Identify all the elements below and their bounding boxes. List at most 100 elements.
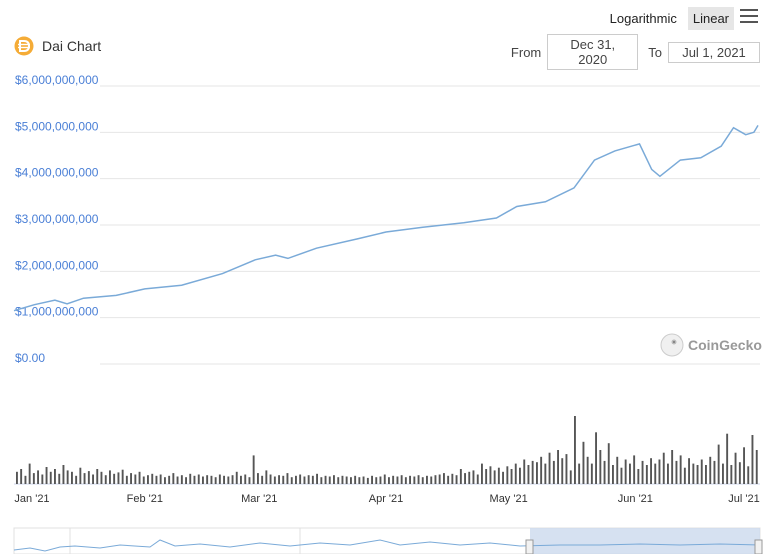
- volume-bar: [447, 475, 450, 484]
- volume-bar: [307, 475, 310, 484]
- volume-bar: [717, 444, 720, 484]
- volume-bar: [227, 476, 230, 484]
- volume-bar: [629, 463, 631, 484]
- volume-bar: [240, 475, 242, 484]
- volume-bar: [58, 473, 61, 484]
- y-axis-labels: $0.00 $1,000,000,000 $2,000,000,000 $3,000,…: [15, 73, 99, 365]
- volume-bar: [379, 476, 382, 484]
- volume-bar: [383, 474, 386, 484]
- volume-bar: [121, 469, 124, 484]
- volume-bar: [561, 458, 564, 484]
- dai-icon: [14, 36, 34, 56]
- volume-bar: [413, 476, 416, 484]
- volume-bar: [244, 474, 247, 484]
- coingecko-text: CoinGecko: [688, 337, 762, 353]
- volume-bar: [113, 473, 116, 484]
- volume-bar: [218, 474, 221, 484]
- volume-bar: [396, 476, 399, 484]
- volume-bar: [722, 463, 724, 484]
- volume-bar: [155, 475, 158, 484]
- volume-bar: [455, 475, 458, 484]
- volume-bar: [675, 460, 678, 484]
- volume-bar: [430, 476, 433, 484]
- volume-bar: [87, 471, 90, 484]
- volume-bar: [75, 475, 78, 484]
- volume-bar: [41, 474, 44, 484]
- y-tick-label: $4,000,000,000: [15, 166, 99, 180]
- volume-bar: [337, 477, 340, 484]
- hamburger-menu-icon[interactable]: [740, 9, 758, 25]
- volume-bar: [257, 473, 259, 484]
- navigator-selection[interactable]: [530, 528, 760, 554]
- volume-bar: [206, 475, 209, 484]
- volume-bar: [578, 463, 581, 484]
- volume-bar: [185, 477, 187, 484]
- navigator-left-handle[interactable]: [525, 539, 534, 554]
- volume-bar: [252, 455, 255, 484]
- to-date-input[interactable]: Jul 1, 2021: [668, 41, 760, 63]
- volume-bar: [269, 474, 272, 484]
- volume-bar: [586, 456, 589, 484]
- x-axis-labels: Jan '21 Feb '21 Mar '21 Apr '21 May '21 Jun '…: [14, 493, 759, 505]
- volume-bar: [278, 475, 280, 484]
- volume-bar: [464, 473, 466, 484]
- market-cap-line: [13, 125, 759, 312]
- y-tick-label: $1,000,000,000: [15, 305, 99, 319]
- volume-bar: [671, 450, 674, 484]
- volume-bar: [311, 475, 314, 484]
- volume-bar: [590, 463, 593, 484]
- volume-bar: [261, 475, 264, 484]
- volume-bar: [514, 463, 517, 484]
- volume-bar: [730, 465, 733, 484]
- volume-bar: [531, 460, 534, 484]
- volume-bar: [679, 455, 682, 484]
- chart-title: Dai Chart: [42, 38, 102, 54]
- volume-bar: [409, 475, 411, 484]
- volume-bar: [557, 450, 559, 484]
- logarithmic-button[interactable]: Logarithmic: [609, 11, 677, 26]
- volume-bar: [362, 476, 365, 484]
- chart-header: Dai Chart: [14, 36, 101, 56]
- volume-bars: [16, 416, 758, 484]
- volume-bar: [231, 475, 234, 484]
- y-tick-label: $3,000,000,000: [15, 212, 99, 226]
- volume-bar: [138, 471, 141, 484]
- volume-bar: [32, 473, 35, 484]
- volume-bar: [472, 470, 475, 484]
- volume-bar: [125, 475, 128, 484]
- x-tick-label: Apr '21: [369, 493, 404, 505]
- volume-bar: [28, 463, 31, 484]
- volume-bar: [417, 475, 420, 484]
- volume-bar: [569, 470, 572, 484]
- navigator-right-handle[interactable]: [754, 539, 763, 554]
- volume-bar: [743, 447, 745, 484]
- y-tick-label: $5,000,000,000: [15, 119, 99, 133]
- volume-bar: [654, 463, 657, 484]
- volume-bar: [151, 473, 154, 484]
- linear-button[interactable]: Linear: [687, 7, 734, 30]
- date-range: From Dec 31, 2020 To Jul 1, 2021: [505, 34, 760, 70]
- to-label: To: [648, 44, 662, 60]
- volume-bar: [645, 465, 648, 484]
- volume-bar: [476, 474, 479, 484]
- volume-bar: [388, 477, 390, 484]
- volume-bar: [104, 475, 107, 484]
- volume-bar: [510, 469, 513, 484]
- volume-bar: [481, 463, 483, 484]
- volume-bar: [189, 473, 192, 484]
- coingecko-icon: [660, 333, 684, 357]
- volume-bar: [599, 450, 602, 484]
- volume-bar: [443, 473, 445, 484]
- volume-bar: [62, 465, 65, 484]
- volume-bar: [341, 475, 344, 484]
- volume-bar: [633, 455, 636, 484]
- volume-bar: [37, 470, 39, 484]
- volume-bar: [66, 470, 69, 484]
- navigator[interactable]: [13, 527, 763, 554]
- volume-bar: [299, 474, 302, 484]
- from-date-input[interactable]: Dec 31, 2020: [547, 34, 639, 70]
- volume-bar: [574, 416, 576, 484]
- volume-bar: [616, 456, 619, 484]
- volume-bar: [71, 471, 73, 484]
